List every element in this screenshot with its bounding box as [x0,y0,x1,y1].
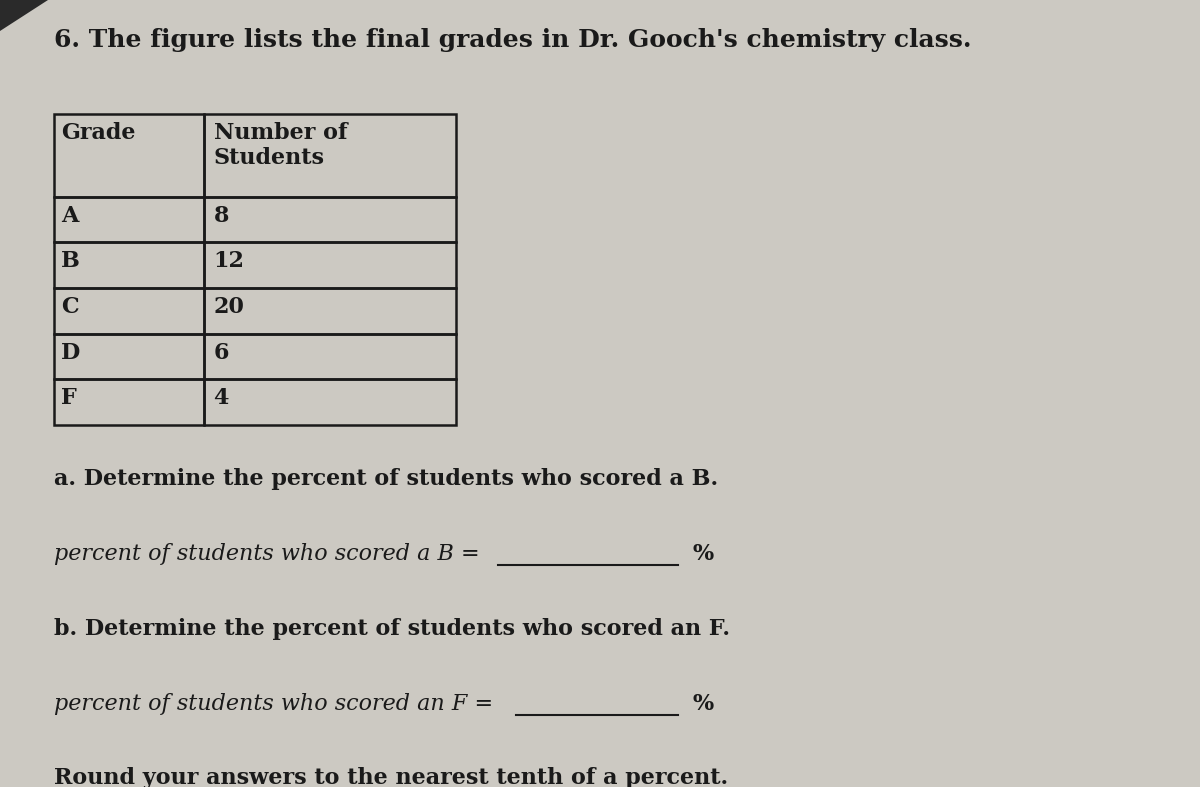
Polygon shape [0,0,48,31]
Text: percent of students who scored a B =: percent of students who scored a B = [54,543,480,565]
Text: Grade: Grade [61,122,136,144]
Text: 6. The figure lists the final grades in Dr. Gooch's chemistry class.: 6. The figure lists the final grades in … [54,28,972,51]
Text: Number of
Students: Number of Students [214,122,347,169]
Text: 12: 12 [214,250,245,272]
Text: %: % [692,543,714,565]
Bar [204,197,456,242]
Text: A: A [61,205,78,227]
Bar [204,288,456,334]
Bar [204,114,456,197]
Text: F: F [61,387,77,409]
Text: 8: 8 [214,205,229,227]
Bar [54,288,204,334]
Text: a. Determine the percent of students who scored a B.: a. Determine the percent of students who… [54,468,718,490]
Bar [54,334,204,379]
Bar [204,334,456,379]
Text: percent of students who scored an F =: percent of students who scored an F = [54,693,493,715]
Bar [54,114,204,197]
Text: %: % [692,693,714,715]
Bar [204,242,456,288]
Text: D: D [61,342,80,364]
Bar [54,197,204,242]
Text: b. Determine the percent of students who scored an F.: b. Determine the percent of students who… [54,618,730,640]
Text: 20: 20 [214,296,245,318]
Bar [204,379,456,425]
Text: 4: 4 [214,387,229,409]
Text: Round your answers to the nearest tenth of a percent.: Round your answers to the nearest tenth … [54,767,728,787]
Text: C: C [61,296,79,318]
Bar [54,242,204,288]
Text: 6: 6 [214,342,229,364]
Bar [54,379,204,425]
Text: B: B [61,250,80,272]
